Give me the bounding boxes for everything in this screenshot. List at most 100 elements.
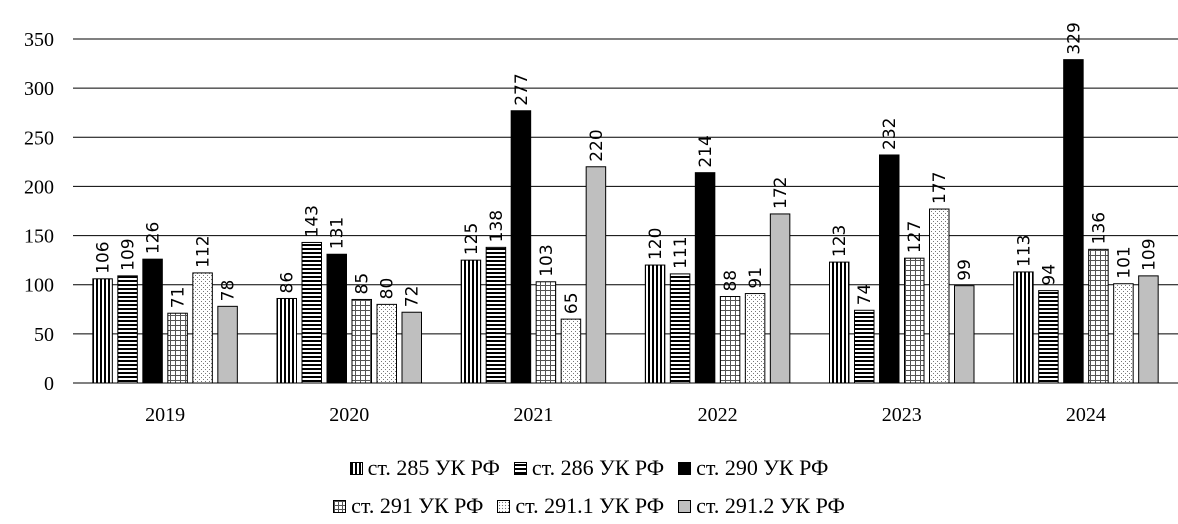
legend-label: ст. 291.2 УК РФ xyxy=(696,493,845,518)
data-label: 88 xyxy=(721,270,741,292)
data-label: 277 xyxy=(512,73,532,105)
data-label: 177 xyxy=(930,172,950,204)
bar xyxy=(829,261,850,384)
legend-label: ст. 291 УК РФ xyxy=(351,493,484,518)
data-label: 120 xyxy=(646,228,666,260)
legend-row-1: ст. 285 УК РФ ст. 286 УК РФ ст. 290 УК РФ xyxy=(0,455,1178,481)
bar xyxy=(535,281,557,384)
bar xyxy=(954,285,975,384)
bar xyxy=(192,272,213,384)
data-label: 131 xyxy=(328,217,348,249)
data-label: 109 xyxy=(1139,238,1159,270)
data-label: 71 xyxy=(169,287,189,309)
bar xyxy=(560,318,582,384)
gridlines xyxy=(73,38,1178,384)
data-label: 109 xyxy=(119,238,139,270)
x-axis-categories: 2019 2020 2021 2022 2023 2024 xyxy=(145,404,1106,426)
data-label: 106 xyxy=(94,241,114,273)
y-axis-ticks: 0 50 100 150 200 250 300 350 xyxy=(24,29,54,395)
y-tick-label: 100 xyxy=(24,275,54,297)
legend-label: ст. 291.1 УК РФ xyxy=(515,493,665,518)
y-tick-label: 0 xyxy=(44,373,54,395)
bar xyxy=(1038,290,1059,384)
x-category-label: 2021 xyxy=(513,404,553,426)
legend-item: ст. 285 УК РФ xyxy=(349,455,500,481)
legend-swatch xyxy=(497,499,511,513)
bar xyxy=(1113,283,1134,384)
bar xyxy=(1138,275,1159,384)
data-label: 74 xyxy=(855,284,875,306)
x-category-label: 2024 xyxy=(1066,404,1106,426)
bar xyxy=(1013,271,1034,384)
y-tick-label: 150 xyxy=(24,226,54,248)
bar xyxy=(694,172,716,384)
bar xyxy=(167,312,188,384)
data-label: 125 xyxy=(462,223,482,255)
bars xyxy=(92,59,1159,384)
legend-label: ст. 290 УК РФ xyxy=(696,455,829,480)
y-tick-label: 250 xyxy=(24,127,54,149)
bar xyxy=(1088,248,1109,384)
legend-swatch xyxy=(513,461,527,475)
legend-label: ст. 286 УК РФ xyxy=(531,455,665,480)
x-category-label: 2023 xyxy=(882,404,922,426)
data-label: 214 xyxy=(696,135,716,167)
data-label: 91 xyxy=(746,267,766,289)
bar xyxy=(510,110,532,384)
bar xyxy=(485,246,507,384)
legend-swatch xyxy=(333,499,347,513)
data-label: 101 xyxy=(1114,246,1134,278)
bar xyxy=(904,257,925,384)
data-label: 72 xyxy=(403,286,423,308)
legend-row-2: ст. 291 УК РФ ст. 291.1 УК РФ ст. 291.2 УК… xyxy=(0,493,1178,519)
legend-item: ст. 291.1 УК РФ xyxy=(497,493,664,519)
bar xyxy=(401,311,422,384)
bar xyxy=(644,264,666,384)
bar xyxy=(326,253,347,384)
data-label: 143 xyxy=(303,205,323,237)
bar xyxy=(585,166,607,384)
legend-item: ст. 291.2 УК РФ xyxy=(678,493,845,519)
data-label: 78 xyxy=(219,280,239,302)
data-label: 329 xyxy=(1064,22,1084,54)
bar xyxy=(276,297,297,384)
y-tick-label: 200 xyxy=(24,176,54,198)
legend-swatch xyxy=(349,461,363,475)
data-label: 94 xyxy=(1039,264,1059,286)
data-label: 123 xyxy=(830,225,850,257)
data-label: 112 xyxy=(194,235,214,267)
bar xyxy=(301,241,322,384)
legend-item: ст. 290 УК РФ xyxy=(678,455,828,481)
bar xyxy=(669,273,691,384)
bar xyxy=(142,258,163,384)
data-label: 99 xyxy=(955,259,975,281)
data-label: 136 xyxy=(1089,212,1109,244)
y-tick-label: 350 xyxy=(24,29,54,51)
data-label: 127 xyxy=(905,221,925,253)
bar xyxy=(769,213,791,384)
data-label: 138 xyxy=(487,210,507,242)
bar xyxy=(217,305,238,384)
bar xyxy=(1063,59,1084,384)
bar xyxy=(719,296,741,384)
data-label: 86 xyxy=(278,272,298,294)
legend-label: ст. 285 УК РФ xyxy=(367,455,500,480)
legend-item: ст. 291 УК РФ xyxy=(333,493,483,519)
data-label: 85 xyxy=(353,273,373,295)
legend-swatch xyxy=(678,461,692,475)
bar xyxy=(460,259,482,384)
bar xyxy=(744,293,766,384)
bar xyxy=(929,208,950,384)
y-tick-label: 50 xyxy=(34,324,54,346)
x-category-label: 2019 xyxy=(145,404,185,426)
legend-item: ст. 286 УК РФ xyxy=(513,455,665,481)
data-label: 103 xyxy=(537,244,557,276)
legend-swatch xyxy=(678,499,692,513)
y-tick-label: 300 xyxy=(24,78,54,100)
data-label: 113 xyxy=(1014,234,1034,266)
data-label: 111 xyxy=(671,236,691,268)
bar xyxy=(879,154,900,384)
data-label: 232 xyxy=(880,118,900,150)
